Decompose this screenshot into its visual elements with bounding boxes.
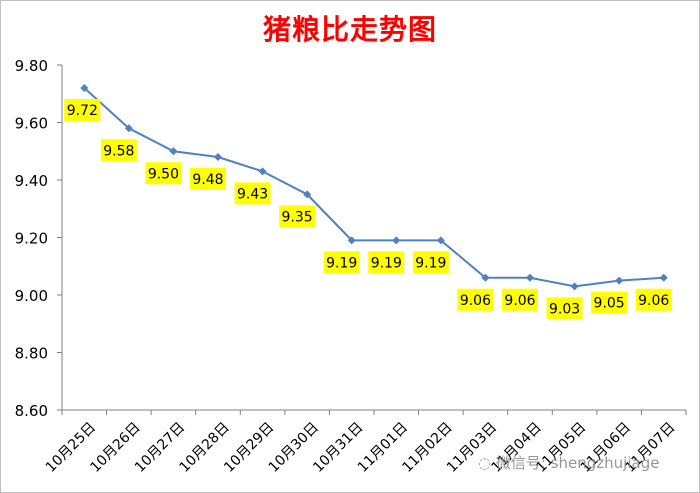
data-label: 9.06 [460,293,491,309]
data-label-box [457,288,494,311]
data-point [570,282,579,291]
data-label-box [591,291,628,314]
data-point [214,153,222,161]
watermark-text: ◌ 微信号: shengzhujiage [478,452,659,473]
data-label-box [635,288,672,311]
data-label: 9.05 [594,296,625,312]
data-label-box [64,99,101,121]
data-label-box [502,288,538,311]
y-tick-label: 9.60 [15,115,48,133]
data-label-box [100,139,137,162]
data-label: 9.06 [638,293,669,309]
data-label: 9.50 [148,166,179,182]
y-tick-label: 8.60 [15,402,48,420]
watermark-label: 微信号: shengzhujiage [495,454,660,472]
data-point [169,147,178,156]
data-label: 9.03 [549,301,580,317]
data-label: 9.19 [371,255,402,271]
y-tick-label: 9.80 [15,57,48,75]
data-label: 9.06 [504,293,535,309]
y-tick-label: 8.80 [15,345,48,363]
y-tick-label: 9.40 [15,172,48,190]
data-label-box [234,182,271,205]
data-label: 9.19 [326,255,357,271]
data-label-box [323,251,360,274]
data-label-box [368,251,405,274]
data-label: 9.35 [282,209,313,225]
data-point [526,273,534,282]
data-label-box [145,162,182,185]
data-label: 9.43 [237,186,268,202]
data-label-box [546,297,583,320]
data-label: 9.48 [192,172,223,188]
data-label-box [190,168,226,190]
data-point [392,236,401,245]
data-label: 9.58 [103,143,134,159]
data-label: 9.19 [415,255,446,271]
data-point [481,273,490,282]
data-point [80,84,89,92]
data-point [303,190,312,199]
data-point [436,236,445,245]
wechat-icon: ◌ [478,454,492,472]
chart-title: 猪粮比走势图 [262,13,437,46]
data-point [347,236,356,245]
series-line [83,87,664,288]
data-label-box [279,205,316,228]
y-tick-label: 9.00 [15,287,48,305]
data-point [615,276,624,285]
data-label-box [412,251,449,274]
data-point [659,273,668,282]
data-point [258,167,267,176]
y-tick-label: 9.20 [15,230,48,248]
data-point [124,124,133,133]
data-label: 9.72 [67,103,98,119]
